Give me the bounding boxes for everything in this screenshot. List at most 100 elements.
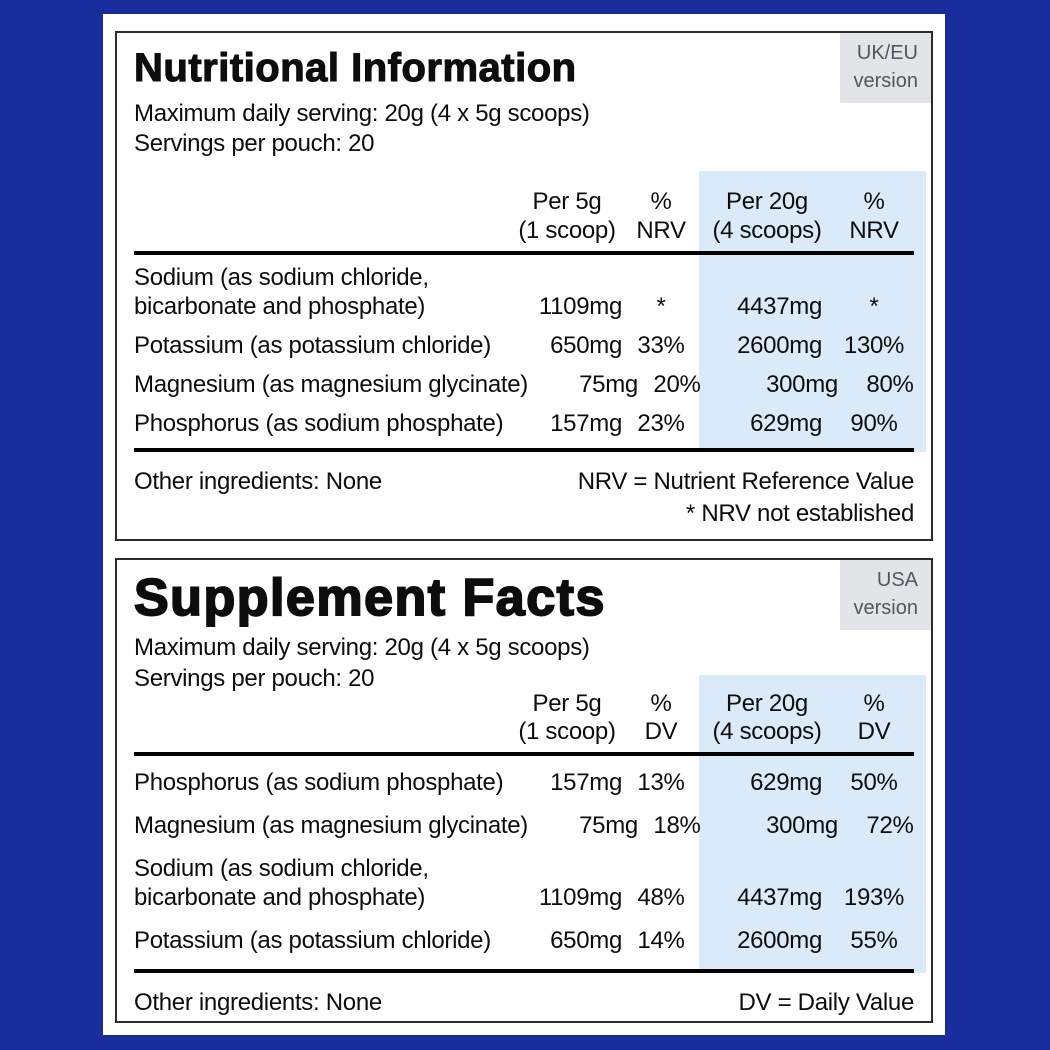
- nutrient-name-line2: bicarbonate and phosphate): [134, 293, 426, 320]
- value-per-5g: 75mg: [579, 812, 638, 839]
- column-header-per-5g: Per 5g (1 scoop): [512, 690, 622, 746]
- nutrient-row-magnesium: Magnesium (as magnesium glycinate) 75mg …: [134, 370, 914, 399]
- nutrient-name-line1: Magnesium (as magnesium glycinate): [134, 812, 528, 839]
- nutrient-name-line1: Phosphorus (as sodium phosphate): [134, 769, 504, 796]
- nutrient-row-phosphorus: Phosphorus (as sodium phosphate) 157mg 2…: [134, 409, 914, 438]
- value-per-5g: 157mg: [550, 410, 622, 437]
- panel-footer: Other ingredients: None DV = Daily Value: [134, 988, 914, 1018]
- column-header-pct-nrv-large: % NRV: [822, 187, 914, 245]
- nutrient-name-line1: Phosphorus (as sodium phosphate): [134, 410, 504, 437]
- value-per-5g: 650mg: [550, 332, 622, 359]
- value-per-20g: 629mg: [750, 769, 822, 796]
- pct-nrv-large: 80%: [866, 371, 914, 398]
- bottom-rule: [134, 448, 914, 452]
- value-per-5g: 1109mg: [538, 884, 622, 911]
- nutrient-rows: Phosphorus (as sodium phosphate) 157mg 1…: [134, 756, 914, 955]
- header-pct-large-line2: DV: [857, 718, 891, 745]
- pct-nrv-small: 23%: [637, 410, 685, 437]
- footnote-line1: DV = Daily Value: [738, 989, 914, 1016]
- header-pct-small-line1: %: [650, 690, 672, 717]
- nutrient-row-sodium: Sodium (as sodium chloride, bicarbonate …: [134, 854, 914, 912]
- footnote-line1: NRV = Nutrient Reference Value: [577, 468, 915, 495]
- nutrient-name-line1: Potassium (as potassium chloride): [134, 927, 491, 954]
- serving-line-1: Maximum daily serving: 20g (4 x 5g scoop…: [134, 634, 590, 661]
- header-pct-large-line1: %: [863, 188, 885, 215]
- nutrient-name: Sodium (as sodium chloride, bicarbonate …: [134, 263, 512, 321]
- nutrient-row-potassium: Potassium (as potassium chloride) 650mg …: [134, 926, 914, 955]
- nutrition-table: Per 5g (1 scoop) % NRV Per 20g (4 scoops…: [134, 171, 926, 452]
- pct-nrv-large: *: [869, 293, 879, 320]
- nutrient-name: Potassium (as potassium chloride): [134, 926, 512, 955]
- nutrient-name-line2: bicarbonate and phosphate): [134, 884, 426, 911]
- nutrient-name: Phosphorus (as sodium phosphate): [134, 409, 512, 438]
- nutrient-name-line1: Potassium (as potassium chloride): [134, 332, 491, 359]
- header-pct-small-line2: DV: [644, 718, 678, 745]
- version-badge-line2: version: [853, 597, 918, 619]
- pct-dv-large: 55%: [850, 927, 898, 954]
- pct-dv-small: 18%: [653, 812, 701, 839]
- panel-footer: Other ingredients: None NRV = Nutrient R…: [134, 466, 914, 530]
- value-per-20g: 629mg: [750, 410, 822, 437]
- value-per-20g: 300mg: [766, 812, 838, 839]
- panel-title: Supplement Facts: [133, 569, 606, 627]
- highlight-band: [699, 171, 926, 452]
- nutrient-name: Magnesium (as magnesium glycinate): [134, 370, 528, 399]
- nutrient-row-phosphorus: Phosphorus (as sodium phosphate) 157mg 1…: [134, 768, 914, 797]
- value-per-20g: 4437mg: [737, 293, 822, 320]
- highlight-band: [699, 675, 926, 973]
- footnote: DV = Daily Value: [738, 988, 914, 1018]
- version-badge-line1: UK/EU: [856, 42, 918, 64]
- nutrient-name: Phosphorus (as sodium phosphate): [134, 768, 512, 797]
- nutrient-row-magnesium: Magnesium (as magnesium glycinate) 75mg …: [134, 811, 914, 840]
- pct-dv-large: 50%: [850, 769, 898, 796]
- supplement-panel-usa: USA version Supplement Facts Maximum dai…: [115, 558, 933, 1023]
- value-per-5g: 157mg: [550, 769, 622, 796]
- version-badge-line1: USA: [876, 569, 918, 591]
- nutrient-name: Magnesium (as magnesium glycinate): [134, 811, 528, 840]
- value-per-5g: 1109mg: [538, 293, 622, 320]
- header-per-20g-line2: (4 scoops): [712, 718, 822, 745]
- header-per-5g-line2: (1 scoop): [518, 217, 616, 244]
- supplement-table: Per 5g (1 scoop) % DV Per 20g (4 scoops)…: [134, 675, 926, 973]
- serving-line-2: Servings per pouch: 20: [134, 665, 375, 692]
- version-badge-line2: version: [853, 70, 918, 92]
- nutrient-name: Sodium (as sodium chloride, bicarbonate …: [134, 854, 512, 912]
- header-per-5g-line1: Per 5g: [532, 690, 602, 717]
- table-header: Per 5g (1 scoop) % DV Per 20g (4 scoops)…: [134, 690, 914, 746]
- pct-dv-small: 13%: [637, 769, 685, 796]
- value-per-20g: 2600mg: [737, 927, 822, 954]
- column-header-per-20g: Per 20g (4 scoops): [700, 690, 822, 746]
- header-rule: [134, 251, 914, 255]
- header-pct-large-line1: %: [863, 690, 885, 717]
- pct-nrv-small: *: [656, 293, 666, 320]
- footnote: NRV = Nutrient Reference Value * NRV not…: [577, 466, 915, 530]
- pct-dv-small: 14%: [637, 927, 685, 954]
- nutrition-panel-uk-eu: UK/EU version Nutritional Information Ma…: [115, 31, 933, 541]
- label-card: UK/EU version Nutritional Information Ma…: [103, 14, 945, 1035]
- header-per-5g-line1: Per 5g: [532, 188, 602, 215]
- value-per-5g: 75mg: [579, 371, 638, 398]
- pct-dv-small: 48%: [637, 884, 685, 911]
- panel-title: Nutritional Information: [133, 45, 577, 90]
- nutrient-name-line1: Sodium (as sodium chloride,: [134, 855, 429, 882]
- value-per-20g: 2600mg: [737, 332, 822, 359]
- header-per-5g-line2: (1 scoop): [518, 718, 616, 745]
- header-per-20g-line1: Per 20g: [726, 188, 808, 215]
- serving-line-2: Servings per pouch: 20: [134, 130, 375, 157]
- column-header-pct-dv-small: % DV: [622, 690, 700, 746]
- value-per-20g: 300mg: [766, 371, 838, 398]
- pct-nrv-small: 20%: [653, 371, 701, 398]
- header-pct-small-line2: NRV: [636, 217, 686, 244]
- table-header: Per 5g (1 scoop) % NRV Per 20g (4 scoops…: [134, 187, 914, 245]
- value-per-5g: 650mg: [550, 927, 622, 954]
- other-ingredients: Other ingredients: None: [134, 989, 382, 1016]
- header-per-20g-line1: Per 20g: [726, 690, 808, 717]
- version-badge: UK/EU version: [839, 33, 931, 103]
- header-pct-small-line1: %: [650, 188, 672, 215]
- pct-dv-large: 72%: [866, 812, 914, 839]
- footnote-line2: * NRV not established: [685, 500, 914, 527]
- serving-line-1: Maximum daily serving: 20g (4 x 5g scoop…: [134, 100, 590, 127]
- version-badge: USA version: [839, 560, 931, 630]
- pct-nrv-large: 90%: [850, 410, 898, 437]
- column-header-pct-nrv-small: % NRV: [622, 187, 700, 245]
